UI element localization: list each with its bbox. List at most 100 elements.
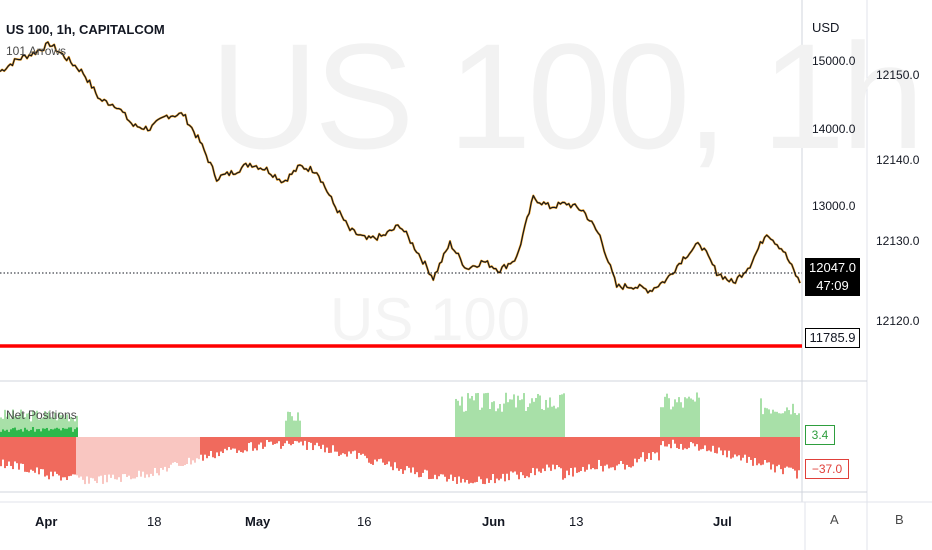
net-short-bar [628, 437, 630, 467]
net-long-bar [563, 393, 565, 437]
net-short-bar [758, 437, 760, 464]
net-short-bar [368, 437, 370, 463]
net-short-bar [172, 437, 174, 463]
net-short-bar [750, 437, 752, 460]
net-long-bar-strong [70, 427, 72, 437]
net-short-bar [446, 437, 448, 482]
net-short-bar [164, 437, 166, 467]
net-short-bar [258, 437, 260, 445]
net-long-bar [525, 410, 527, 437]
net-long-bar-strong [68, 427, 70, 437]
net-long-bar [668, 398, 670, 437]
scale-button-b[interactable]: B [895, 512, 904, 527]
net-short-bar [190, 437, 192, 465]
net-short-bar [220, 437, 222, 452]
net-short-bar [454, 437, 456, 478]
net-long-bar [786, 407, 788, 437]
net-short-bar [704, 437, 706, 446]
net-short-bar [112, 437, 114, 475]
time-label: 18 [147, 514, 162, 529]
net-short-bar [256, 437, 258, 451]
indicator-label-arrows[interactable]: 101 Arrows [6, 44, 67, 58]
net-short-bar [650, 437, 652, 460]
net-short-bar [174, 437, 176, 463]
price-tick: 15000.0 [812, 54, 856, 68]
net-short-bar [436, 437, 438, 480]
price-tick: 13000.0 [812, 199, 856, 213]
currency-label[interactable]: USD [812, 20, 840, 35]
net-long-bar-strong [20, 429, 22, 437]
net-long-bar [529, 403, 531, 437]
net-short-bar [66, 437, 68, 481]
net-short-bar [156, 437, 158, 474]
net-long-bar [42, 417, 44, 437]
net-long-bar [291, 416, 293, 437]
net-short-bar [632, 437, 634, 467]
net-long-bar-strong [28, 431, 30, 437]
net-short-bar [8, 437, 10, 462]
net-short-bar [504, 437, 506, 482]
net-short-bar [300, 437, 302, 442]
net-long-bar [459, 405, 461, 437]
net-long-bar [295, 420, 297, 437]
net-long-bar [12, 409, 14, 437]
net-long-bar [674, 399, 676, 437]
scale-button-a[interactable]: A [830, 512, 839, 527]
net-long-bar [54, 412, 56, 437]
net-short-bar [248, 437, 250, 444]
net-short-bar [434, 437, 436, 475]
net-short-bar [726, 437, 728, 458]
net-long-bar [760, 398, 762, 437]
net-long-bar-strong [38, 429, 40, 437]
bar-countdown: 47:09 [816, 278, 849, 293]
net-short-bar [428, 437, 430, 480]
net-short-bar [106, 437, 108, 483]
net-long-bar-strong [34, 431, 36, 437]
net-long-bar-strong [18, 429, 20, 437]
net-long-bar [798, 413, 800, 437]
net-short-bar [328, 437, 330, 454]
net-long-bar-strong [2, 429, 4, 437]
net-short-bar [394, 437, 396, 463]
net-short-bar [756, 437, 758, 466]
net-short-bar [210, 437, 212, 452]
net-short-bar [168, 437, 170, 469]
net-short-bar [738, 437, 740, 456]
net-short-bar [798, 437, 800, 471]
net-long-bar [670, 409, 672, 437]
symbol-title[interactable]: US 100, 1h, CAPITALCOM [6, 22, 165, 37]
net-short-bar [542, 437, 544, 469]
net-short-bar [104, 437, 106, 475]
net-short-bar [690, 437, 692, 443]
net-short-bar [680, 437, 682, 444]
net-short-bar [754, 437, 756, 459]
price-tick: 14000.0 [812, 122, 856, 136]
indicator-label-net-positions[interactable]: Net Positions [6, 408, 77, 422]
net-long-bar [489, 409, 491, 437]
net-long-bar [513, 394, 515, 437]
net-short-bar [260, 437, 262, 443]
net-short-bar [140, 437, 142, 477]
net-short-bar [376, 437, 378, 462]
net-short-bar [448, 437, 450, 480]
net-short-bar [68, 437, 70, 477]
net-short-bar [206, 437, 208, 459]
net-short-bar [638, 437, 640, 460]
net-short-bar [562, 437, 564, 480]
net-short-bar [314, 437, 316, 446]
net-long-bar [696, 392, 698, 437]
net-short-bar [282, 437, 284, 447]
net-short-bar [626, 437, 628, 465]
net-long-bar [537, 393, 539, 437]
net-long-bar-strong [56, 427, 58, 437]
net-short-bar [488, 437, 490, 483]
net-short-bar [502, 437, 504, 474]
net-short-bar [794, 437, 796, 471]
net-short-bar [278, 437, 280, 442]
net-short-bar [760, 437, 762, 466]
net-short-bar [472, 437, 474, 484]
net-long-bar [541, 408, 543, 437]
net-short-bar [494, 437, 496, 484]
net-short-bar [596, 437, 598, 470]
